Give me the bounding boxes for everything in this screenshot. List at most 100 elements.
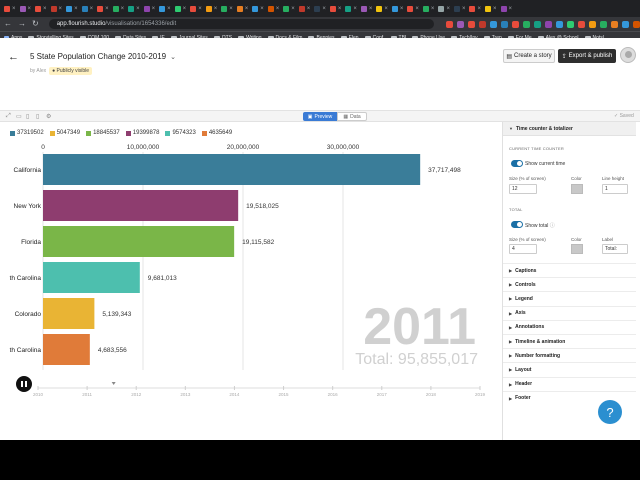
tab-close-icon[interactable]: × xyxy=(492,5,497,12)
section-time-counter-header[interactable]: ▼ Time counter & totalizer xyxy=(503,122,636,136)
browser-tab[interactable]: × xyxy=(438,5,450,12)
legend-item[interactable]: 37319502 xyxy=(10,130,44,136)
extension-icon[interactable] xyxy=(545,20,552,28)
counter-size-input[interactable]: 12 xyxy=(509,184,537,194)
browser-tab[interactable]: × xyxy=(267,5,280,12)
visibility-badge[interactable]: ● Publicly visible xyxy=(49,67,93,75)
browser-tab[interactable]: × xyxy=(50,5,63,12)
browser-tab[interactable]: × xyxy=(190,5,202,12)
tab-close-icon[interactable]: × xyxy=(167,5,171,12)
export-publish-button[interactable]: ⇪ Export & publish xyxy=(558,49,616,63)
tab-close-icon[interactable]: × xyxy=(384,5,388,12)
panel-section[interactable]: ▶ Controls xyxy=(503,277,636,291)
total-size-input[interactable]: 4 xyxy=(509,244,537,254)
tab-close-icon[interactable]: × xyxy=(368,5,373,12)
expand-icon[interactable]: ⤢ xyxy=(6,113,11,119)
extension-icon[interactable] xyxy=(534,20,541,28)
tab-preview[interactable]: ▣ Preview xyxy=(303,112,337,121)
extension-icon[interactable] xyxy=(578,20,585,28)
browser-tab[interactable]: × xyxy=(360,5,373,12)
browser-tab[interactable]: × xyxy=(128,5,140,12)
tab-close-icon[interactable]: × xyxy=(430,5,435,12)
total-color-swatch[interactable] xyxy=(571,244,583,254)
browser-tab[interactable]: × xyxy=(19,5,31,12)
panel-section[interactable]: ▶ Annotations xyxy=(503,319,636,334)
page-title[interactable]: 5 State Population Change 2010-2019 xyxy=(30,52,167,61)
tab-close-icon[interactable]: × xyxy=(58,5,63,12)
tab-close-icon[interactable]: × xyxy=(213,5,218,12)
tab-close-icon[interactable]: × xyxy=(322,5,326,12)
tab-close-icon[interactable]: × xyxy=(291,5,295,12)
tab-close-icon[interactable]: × xyxy=(120,5,125,12)
tab-close-icon[interactable]: × xyxy=(105,5,109,12)
tab-close-icon[interactable]: × xyxy=(353,5,357,12)
show-total-toggle[interactable] xyxy=(511,221,523,228)
browser-tab[interactable]: × xyxy=(35,5,47,12)
extension-icon[interactable] xyxy=(556,20,563,28)
legend-item[interactable]: 19399878 xyxy=(125,130,159,136)
tab-close-icon[interactable]: × xyxy=(136,5,140,12)
tab-close-icon[interactable]: × xyxy=(399,5,404,12)
tab-close-icon[interactable]: × xyxy=(151,5,156,12)
line-height-input[interactable]: 1 xyxy=(602,184,628,194)
extension-icon[interactable] xyxy=(633,20,640,28)
chevron-down-icon[interactable]: ⌄ xyxy=(170,54,176,61)
tab-close-icon[interactable]: × xyxy=(446,5,450,12)
browser-tab[interactable]: × xyxy=(81,5,93,12)
settings-icon[interactable]: ⚙ xyxy=(46,114,52,120)
extension-icon[interactable] xyxy=(622,20,629,28)
extension-icon[interactable] xyxy=(479,20,486,28)
browser-tab[interactable]: × xyxy=(298,5,311,12)
tab-close-icon[interactable]: × xyxy=(477,5,481,12)
extension-icon[interactable] xyxy=(600,20,607,28)
extension-icon[interactable] xyxy=(468,20,475,28)
legend-item[interactable]: 4635649 xyxy=(201,130,232,136)
timeline-handle[interactable] xyxy=(111,382,116,385)
browser-tab[interactable]: × xyxy=(97,5,109,12)
browser-tab[interactable]: × xyxy=(453,5,465,12)
back-icon[interactable]: ← xyxy=(4,19,12,28)
tab-data[interactable]: ▦ Data xyxy=(337,112,367,121)
back-arrow-icon[interactable]: ← xyxy=(8,51,19,63)
browser-tab[interactable]: × xyxy=(376,5,388,12)
browser-tab[interactable]: × xyxy=(221,5,233,12)
extension-icon[interactable] xyxy=(611,20,618,28)
legend-item[interactable]: 5047349 xyxy=(49,130,80,136)
tab-close-icon[interactable]: × xyxy=(229,5,233,12)
browser-tab[interactable]: × xyxy=(205,5,218,12)
reload-icon[interactable]: ↻ xyxy=(32,19,39,28)
tab-close-icon[interactable]: × xyxy=(182,5,187,12)
browser-tab[interactable]: × xyxy=(407,5,419,12)
browser-tab[interactable]: × xyxy=(252,5,264,12)
tab-close-icon[interactable]: × xyxy=(74,5,78,12)
panel-section[interactable]: ▶ Layout xyxy=(503,362,636,376)
extension-icon[interactable] xyxy=(501,20,508,28)
extension-icon[interactable] xyxy=(523,20,530,28)
browser-tab[interactable]: × xyxy=(283,5,295,12)
extension-icon[interactable] xyxy=(457,20,464,28)
browser-tab[interactable]: × xyxy=(236,5,249,12)
tab-close-icon[interactable]: × xyxy=(244,5,249,12)
tab-close-icon[interactable]: × xyxy=(306,5,311,12)
tab-close-icon[interactable]: × xyxy=(260,5,264,12)
browser-tab[interactable]: × xyxy=(469,5,481,12)
help-button[interactable]: ? xyxy=(598,400,622,424)
show-current-time-toggle[interactable] xyxy=(511,160,523,167)
browser-tab[interactable]: × xyxy=(143,5,156,12)
tab-close-icon[interactable]: × xyxy=(275,5,280,12)
browser-tab[interactable]: × xyxy=(500,5,512,12)
panel-section[interactable]: ▶ Header xyxy=(503,376,636,391)
tab-close-icon[interactable]: × xyxy=(337,5,342,12)
browser-tab[interactable]: × xyxy=(314,5,326,12)
avatar[interactable] xyxy=(620,47,636,63)
url-input[interactable]: app.flourish.studio/visualisation/165433… xyxy=(48,19,434,29)
tab-close-icon[interactable]: × xyxy=(415,5,419,12)
legend-item[interactable]: 9574323 xyxy=(165,130,196,136)
browser-tab[interactable]: × xyxy=(66,5,78,12)
forward-icon[interactable]: → xyxy=(18,19,26,28)
desktop-icon[interactable]: ▭ xyxy=(16,114,22,120)
extension-icon[interactable] xyxy=(446,20,453,28)
tab-close-icon[interactable]: × xyxy=(12,5,16,12)
browser-tab[interactable]: × xyxy=(422,5,435,12)
extension-icon[interactable] xyxy=(589,20,596,28)
